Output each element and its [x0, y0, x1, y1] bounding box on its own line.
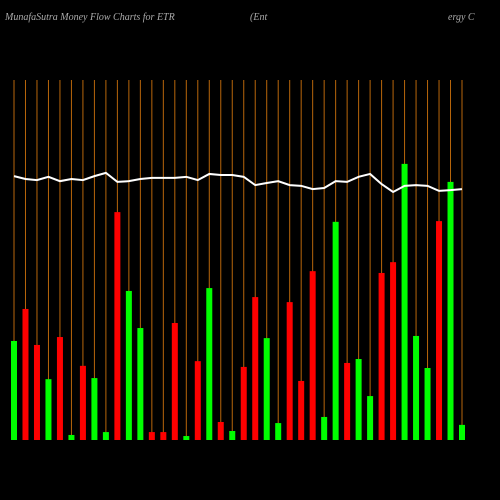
bar: [332, 221, 339, 440]
bar: [45, 379, 52, 440]
bar: [367, 396, 374, 440]
chart-title: MunafaSutra Money Flow Charts for ETR: [4, 12, 175, 23]
bar: [390, 262, 397, 440]
chart-subtitle: (Ent: [250, 12, 267, 23]
bar: [217, 422, 224, 440]
bar: [401, 163, 408, 440]
bar: [355, 359, 362, 440]
bar: [286, 302, 293, 440]
bar: [447, 181, 454, 440]
bar: [309, 271, 316, 440]
bar: [102, 432, 109, 440]
bar: [206, 288, 213, 440]
bar: [298, 380, 305, 440]
bar: [56, 337, 63, 440]
bar: [171, 323, 178, 440]
bar: [79, 365, 86, 440]
bar: [22, 308, 29, 440]
bar: [91, 378, 98, 440]
bar: [424, 368, 431, 440]
bar: [33, 344, 40, 440]
bar: [240, 366, 247, 440]
bar: [344, 362, 351, 440]
bar: [125, 290, 132, 440]
chart-subtitle: ergy C: [448, 12, 475, 23]
bar: [263, 338, 270, 440]
bar: [183, 436, 190, 440]
bar: [68, 434, 75, 440]
bar: [148, 432, 155, 440]
bar: [378, 272, 385, 440]
money-flow-line: [13, 171, 463, 194]
bar: [413, 335, 420, 440]
bar: [11, 341, 17, 440]
bar: [321, 416, 328, 440]
bar: [436, 221, 443, 440]
bar: [114, 212, 121, 440]
bar: [252, 297, 259, 440]
bar: [194, 361, 201, 440]
bar: [160, 432, 167, 440]
bar: [229, 431, 236, 440]
bar: [137, 328, 144, 440]
bar: [459, 424, 465, 440]
bar: [275, 423, 282, 440]
